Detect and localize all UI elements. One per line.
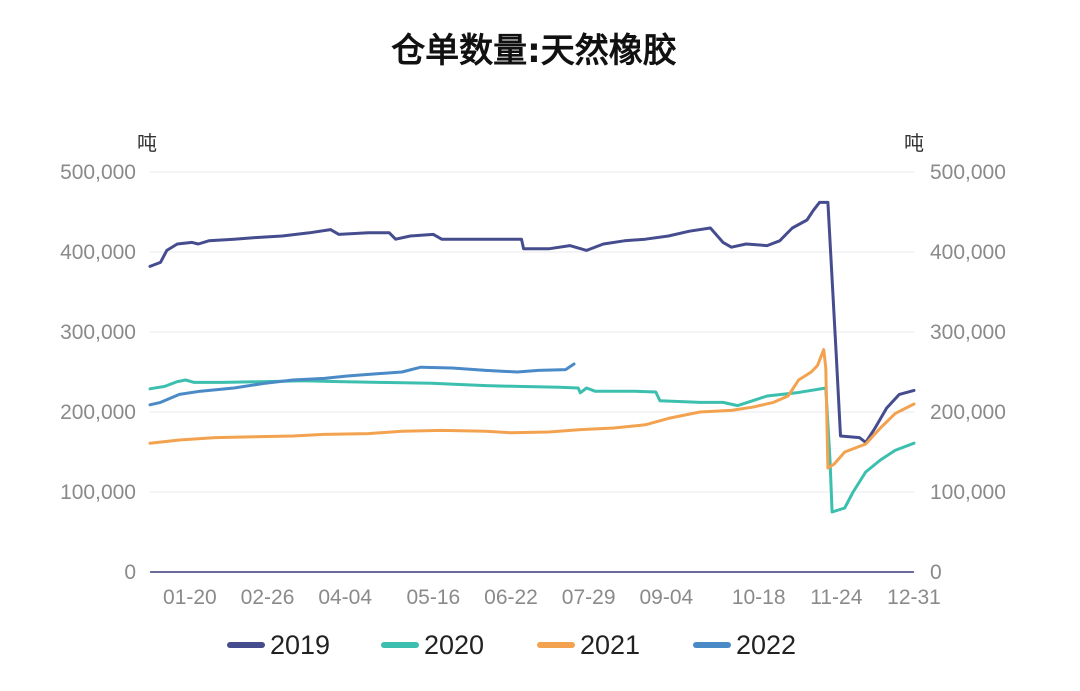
y-tick-label-right: 300,000 xyxy=(930,321,1006,344)
x-tick-label: 07-29 xyxy=(562,586,616,609)
x-tick-label: 02-26 xyxy=(241,586,295,609)
chart-title: 仓单数量:天然橡胶 xyxy=(391,31,677,71)
legend-item-2020[interactable]: 2020 xyxy=(381,630,484,660)
y-tick-label-right: 200,000 xyxy=(930,401,1006,424)
x-tick-label: 10-18 xyxy=(732,586,786,609)
y-axis-left-unit: 吨 xyxy=(137,131,157,155)
y-tick-label-left: 300,000 xyxy=(60,321,136,344)
y-tick-label-right: 400,000 xyxy=(930,241,1006,264)
legend-label: 2022 xyxy=(736,630,796,660)
legend-item-2022[interactable]: 2022 xyxy=(693,630,796,660)
legend-label: 2019 xyxy=(270,630,330,660)
x-tick-label: 11-24 xyxy=(810,586,862,609)
series-line-2021 xyxy=(148,348,916,470)
series-line-2022 xyxy=(148,362,576,407)
x-tick-label: 05-16 xyxy=(406,586,460,609)
y-tick-label-right: 0 xyxy=(930,561,942,584)
series-line-2019 xyxy=(148,200,916,444)
legend-item-2021[interactable]: 2021 xyxy=(537,630,640,660)
x-tick-label: 09-04 xyxy=(639,586,693,609)
legend-label: 2020 xyxy=(424,630,484,660)
y-tick-label-left: 500,000 xyxy=(60,161,136,184)
y-tick-label-left: 200,000 xyxy=(60,401,136,424)
y-axis-left: 0 100,000 200,000 300,000 400,000 500,000 xyxy=(60,161,136,584)
x-tick-label: 01-20 xyxy=(163,586,217,609)
y-tick-label-left: 400,000 xyxy=(60,241,136,264)
y-tick-label-left: 0 xyxy=(124,561,136,584)
series-line-2020 xyxy=(148,378,916,514)
y-axis-right: 0 100,000 200,000 300,000 400,000 500,000 xyxy=(930,161,1006,584)
legend: 2019 2020 2021 2022 xyxy=(227,630,796,660)
legend-label: 2021 xyxy=(580,630,640,660)
y-axis-right-unit: 吨 xyxy=(904,131,924,155)
x-tick-label: 06-22 xyxy=(484,586,538,609)
x-tick-label: 12-31 xyxy=(887,586,941,609)
series-lines xyxy=(148,200,916,514)
x-axis-ticks: 01-20 02-26 04-04 05-16 06-22 07-29 09-04 10-18… xyxy=(163,586,941,609)
y-tick-label-right: 500,000 xyxy=(930,161,1006,184)
legend-item-2019[interactable]: 2019 xyxy=(227,630,330,660)
y-tick-label-right: 100,000 xyxy=(930,481,1006,504)
y-tick-label-left: 100,000 xyxy=(60,481,136,504)
x-tick-label: 04-04 xyxy=(318,586,372,609)
grid-lines xyxy=(150,171,914,493)
